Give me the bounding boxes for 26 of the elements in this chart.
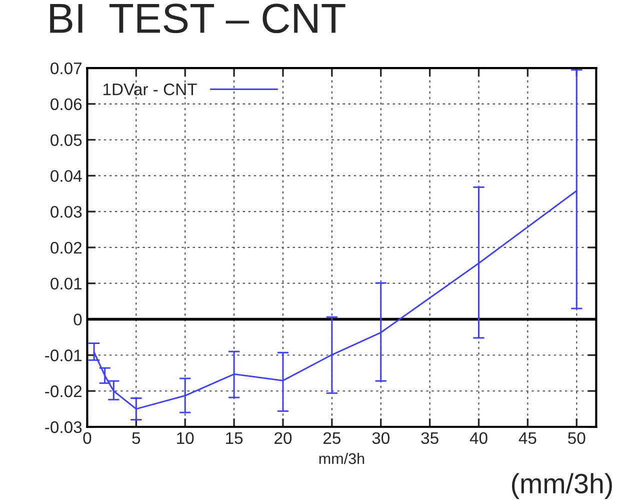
x-axis-title: mm/3h	[319, 452, 364, 464]
y-tick-label: 0.04	[50, 170, 82, 182]
x-tick-label: 5	[132, 432, 140, 444]
x-tick-label: 40	[470, 432, 488, 444]
x-tick-label: 10	[177, 432, 194, 444]
x-tick-label: 45	[518, 432, 536, 444]
y-tick-label: -0.02	[45, 385, 82, 398]
x-tick-label: 0	[83, 432, 92, 444]
y-tick-label: 0.05	[50, 134, 82, 146]
x-tick-label: 35	[421, 432, 438, 444]
y-tick-label: 0.01	[50, 278, 82, 290]
x-tick-label: 30	[372, 432, 390, 444]
y-tick-label: -0.03	[45, 421, 82, 434]
y-tick-label: 0	[74, 314, 82, 326]
chart-title: BI TEST – CNT	[50, 4, 346, 34]
legend-label: 1DVar - CNT	[103, 83, 197, 96]
x-tick-label: 20	[274, 432, 292, 444]
y-tick-label: -0.01	[45, 350, 82, 362]
y-tick-label: 0.02	[50, 242, 82, 254]
y-tick-label: 0.07	[50, 62, 82, 74]
y-tick-label: 0.06	[50, 98, 82, 110]
text: (mm/3h)	[512, 473, 612, 499]
y-tick-label: 0.03	[50, 206, 82, 218]
x-tick-label: 50	[568, 432, 586, 444]
x-tick-label: 25	[324, 432, 340, 444]
x-tick-label: 15	[226, 432, 243, 444]
